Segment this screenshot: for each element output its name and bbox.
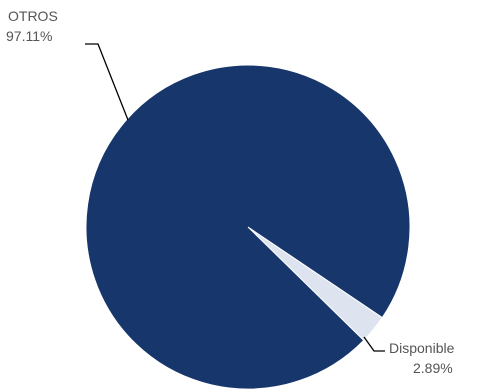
pie-slices [85, 64, 411, 390]
slice-label-otros-value: 97.11% [6, 28, 52, 44]
pie-slice-otros [85, 64, 411, 390]
leader-line-disponible [363, 336, 385, 352]
slice-label-disponible-name: Disponible [389, 340, 455, 356]
slice-label-otros-name: OTROS [8, 8, 58, 24]
slice-label-disponible-value: 2.89% [413, 360, 453, 376]
leader-line-otros [85, 43, 129, 121]
